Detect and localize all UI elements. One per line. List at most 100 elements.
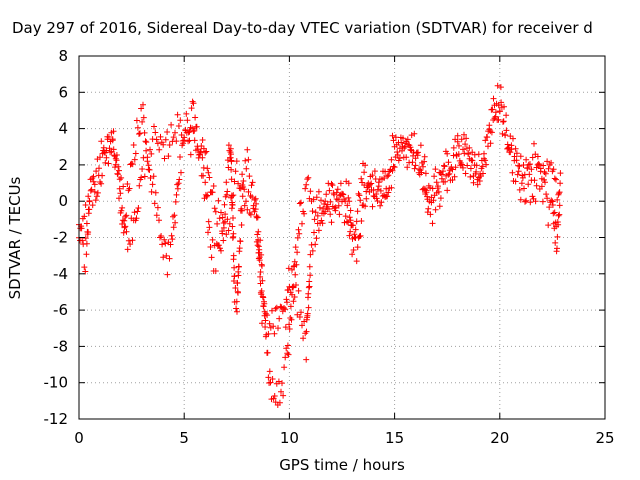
data-point <box>474 176 481 183</box>
data-point <box>144 158 151 165</box>
data-point <box>536 161 543 168</box>
data-point <box>418 169 425 176</box>
data-point <box>291 294 298 300</box>
data-point <box>377 202 384 209</box>
data-point <box>307 272 314 279</box>
data-point <box>232 168 239 175</box>
data-point <box>388 184 395 191</box>
data-point <box>513 150 520 157</box>
x-tick-label: 10 <box>280 429 299 447</box>
data-point <box>185 138 192 145</box>
data-point <box>120 229 127 236</box>
data-point <box>210 183 217 189</box>
data-point <box>241 202 248 209</box>
data-point <box>256 249 263 256</box>
data-point <box>479 163 486 170</box>
data-point <box>492 109 499 116</box>
data-point <box>473 162 480 169</box>
data-point <box>186 128 193 135</box>
data-point <box>288 316 295 323</box>
data-point <box>279 380 285 387</box>
data-point <box>487 140 494 147</box>
data-point <box>449 177 456 183</box>
data-point <box>117 190 124 197</box>
y-tick-label: -4 <box>53 265 68 283</box>
data-point <box>254 242 261 249</box>
data-point <box>357 232 364 239</box>
data-point <box>264 349 271 356</box>
data-point <box>118 207 125 214</box>
data-point <box>204 192 211 199</box>
data-point <box>475 151 482 158</box>
data-point <box>452 164 459 171</box>
data-point <box>109 136 116 143</box>
data-point <box>451 173 458 180</box>
data-point <box>454 132 461 139</box>
data-point <box>466 155 473 162</box>
data-point <box>98 180 105 187</box>
data-point <box>289 266 295 273</box>
data-point <box>170 224 177 231</box>
data-point <box>298 199 304 206</box>
data-point <box>239 193 246 200</box>
data-point <box>463 145 470 152</box>
data-point <box>119 204 126 211</box>
data-point <box>228 158 235 165</box>
data-point <box>483 134 490 140</box>
data-point <box>463 135 470 142</box>
data-point <box>186 137 193 144</box>
data-point <box>139 118 146 125</box>
data-point <box>311 216 318 223</box>
data-point <box>161 155 168 162</box>
data-point <box>465 150 472 157</box>
data-point <box>152 189 159 196</box>
data-point <box>318 217 325 224</box>
data-point <box>278 388 284 395</box>
data-point <box>269 307 275 314</box>
data-point <box>512 145 519 152</box>
data-point <box>441 163 448 170</box>
data-point <box>183 110 190 117</box>
data-point <box>271 393 278 399</box>
data-point <box>78 225 85 232</box>
data-point <box>517 196 524 203</box>
data-point <box>406 159 413 166</box>
data-point <box>495 116 502 123</box>
data-point <box>234 280 241 287</box>
data-point <box>326 187 333 194</box>
data-point <box>257 273 264 280</box>
data-point <box>183 129 190 136</box>
data-point <box>313 235 320 242</box>
data-point <box>286 326 293 332</box>
data-point <box>541 169 548 176</box>
data-point <box>305 304 312 311</box>
data-point <box>440 179 447 185</box>
data-point <box>488 129 495 136</box>
data-point <box>79 237 86 244</box>
data-point <box>369 172 376 179</box>
data-point <box>533 182 540 189</box>
data-point <box>458 136 465 143</box>
data-point <box>158 233 165 239</box>
data-point <box>113 157 120 164</box>
data-point <box>457 162 464 169</box>
data-point <box>243 165 250 172</box>
data-point <box>133 215 140 222</box>
data-point <box>129 237 136 244</box>
data-point <box>305 174 312 181</box>
data-point <box>146 166 153 173</box>
data-point <box>253 200 260 207</box>
data-point <box>490 95 497 102</box>
data-point <box>171 212 178 219</box>
data-point <box>246 173 253 180</box>
data-point <box>486 126 493 133</box>
data-point <box>152 129 159 136</box>
data-point <box>121 224 128 231</box>
data-point <box>339 198 345 205</box>
data-point <box>282 354 289 361</box>
data-point <box>551 209 558 216</box>
data-point <box>482 157 489 164</box>
data-point <box>284 350 291 357</box>
data-point <box>431 173 438 180</box>
